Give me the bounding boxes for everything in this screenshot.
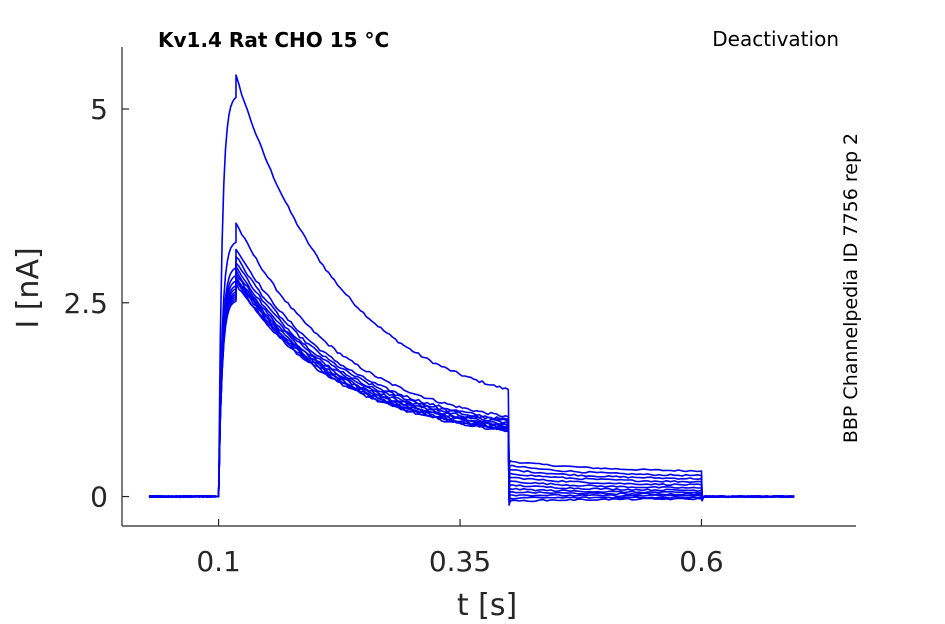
current-trace-12: [148, 282, 795, 506]
current-trace-8: [148, 273, 795, 502]
current-trace-6: [148, 265, 795, 502]
x-tick-label: 0.6: [679, 545, 724, 578]
current-trace-11: [148, 279, 795, 503]
current-trace-10: [148, 277, 795, 502]
side-annotation: BBP Channelpedia ID 7756 rep 2: [840, 133, 862, 443]
y-axis-title: I [nA]: [11, 247, 46, 328]
series-group: [148, 74, 795, 506]
current-trace-9: [148, 276, 795, 502]
chart-title: Kv1.4 Rat CHO 15 °C: [158, 28, 389, 52]
current-trace-2: [148, 222, 795, 502]
current-trace-3: [148, 248, 795, 502]
axes: [121, 47, 856, 527]
x-tick-label: 0.1: [196, 545, 241, 578]
x-axis-title: t [s]: [457, 588, 517, 623]
current-trace-4: [148, 255, 795, 502]
y-tick-label: 0: [90, 481, 108, 514]
x-tick-label: 0.35: [429, 545, 491, 578]
y-tick-label: 2.5: [63, 287, 108, 320]
current-trace-5: [148, 262, 795, 502]
ticks: 0.1 0.35 0.6 0 2.5 5: [63, 93, 723, 578]
current-trace-7: [148, 269, 795, 502]
current-trace-1: [148, 74, 795, 502]
y-tick-label: 5: [90, 93, 108, 126]
protocol-label: Deactivation: [712, 27, 839, 51]
